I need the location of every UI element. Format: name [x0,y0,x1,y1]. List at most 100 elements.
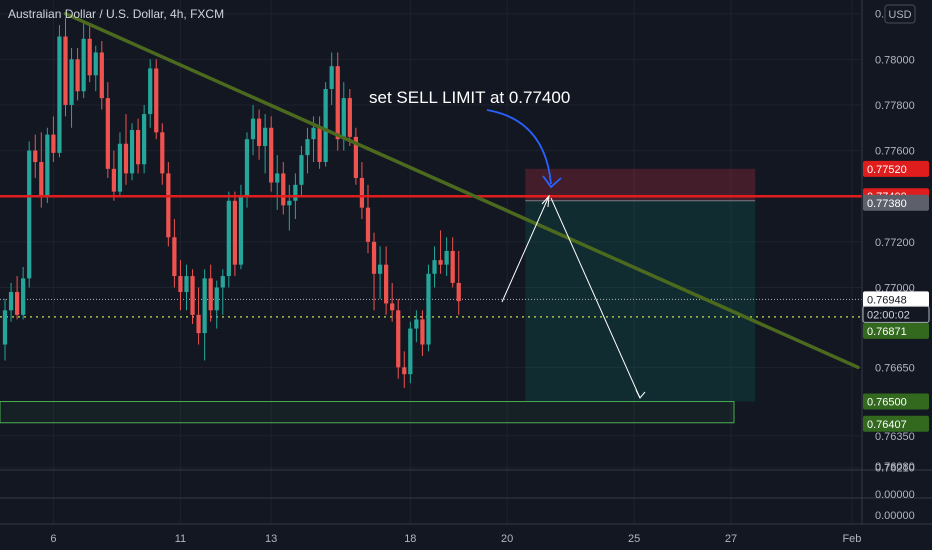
candle-body [8,292,14,311]
candle-body [190,276,195,315]
annotation-text: set SELL LIMIT at 0.77400 [369,88,570,107]
y-tick-label: 0.77600 [875,146,915,158]
price-badge-label: 0.77380 [867,198,907,210]
y-tick-label: 0.77800 [875,100,915,112]
candle-body [384,264,389,304]
candle-33 [202,269,207,361]
candle-body [105,98,110,169]
price-badge-gray: 0.77380 [863,194,929,211]
candle-57 [347,88,352,147]
candle-body [414,319,419,329]
candle-28 [172,219,177,288]
y-tick-label: 0.77200 [875,237,915,249]
candle-body [2,310,8,345]
price-badge-dark: 02:00:02 [862,305,930,323]
candle-47 [287,184,292,231]
candle-3 [21,266,26,320]
price-badge-label: 0.77520 [867,164,907,176]
price-badges: 0.775200.774000.773800.7694802:00:020.76… [862,160,930,432]
price-badge-bg [863,291,929,308]
price-badge-label: 0.76500 [867,397,907,409]
candle-21 [129,123,135,181]
candle-75 [456,250,461,315]
candle-body [154,68,159,133]
candle-70 [426,264,431,352]
candle-body [269,127,274,183]
time-axis: 6 11 13 18 20 25 27 Feb [50,533,861,545]
candle-body [39,161,44,197]
candle-body [317,127,322,162]
candle-body [438,260,443,265]
candle-body [263,127,268,147]
candle-body [311,127,316,140]
candle-72 [438,230,443,274]
candle-body [396,310,401,368]
candle-63 [384,246,389,315]
candle-body [166,173,171,238]
candle-body [117,143,123,192]
candle-body [129,130,135,174]
candle-body [293,184,298,201]
candle-body [329,66,334,89]
currency-button[interactable]: USD [888,9,911,21]
candle-body [335,66,340,140]
candle-10 [63,18,68,117]
candle-body [111,168,117,192]
candle-64 [390,282,395,322]
candle-body [57,36,62,153]
candle-26 [160,123,165,185]
candle-69 [420,310,425,356]
take-profit-box [525,200,756,402]
candle-body [51,134,56,153]
candle-body [208,278,213,311]
candle-35 [214,280,219,329]
candle-1 [8,282,14,322]
forecast-up-arrowhead [541,194,550,208]
candle-body [184,276,189,293]
candle-13 [81,22,86,99]
price-badge-green: 0.76871 [863,322,929,339]
candle-body [196,314,201,334]
candle-68 [414,310,419,343]
candle-body [250,118,256,140]
descending-trendline[interactable] [63,11,860,370]
candle-29 [178,260,183,311]
candle-54 [329,52,334,105]
candle-body [305,139,310,156]
chart-title: Australian Dollar / U.S. Dollar, 4h, FXC… [8,7,224,21]
candle-19 [117,132,123,197]
price-badge-green: 0.76500 [863,393,929,410]
candle-body [123,143,129,174]
sub-axis-label: 0.00000 [875,510,915,522]
support-zone [0,401,735,424]
sub-axis-label: 0.00000 [875,489,915,501]
x-tick-label: Feb [842,533,861,545]
forecast-up-arrow [501,195,550,303]
candle-7 [45,127,50,204]
candle-body [27,150,32,279]
price-badge-label: 0.76407 [867,419,907,431]
candle-body [160,132,165,174]
candle-15 [93,45,98,92]
price-badge-bg [863,322,929,339]
candle-43 [263,114,268,174]
y-tick-label: 0.76350 [875,431,915,443]
candle-body [14,292,20,315]
price-badge-bg [863,194,929,211]
candle-22 [135,118,141,174]
x-tick-label: 13 [265,533,277,545]
x-tick-label: 25 [628,533,640,545]
currency-button-frame[interactable] [884,4,916,24]
candle-body [135,130,141,165]
candle-body [450,250,455,283]
y-tick-label: 0.76210 [875,463,915,475]
candle-body [93,52,98,76]
y-tick-label: 0.78000 [875,54,915,66]
candle-body [220,276,225,288]
forecast-down-arrow [550,197,641,399]
x-tick-label: 18 [404,533,416,545]
price-badge-red: 0.77520 [863,160,929,177]
sub-pane-axis: 0.76080 0.00000 0.00000 [875,461,915,522]
candle-body [148,68,153,115]
